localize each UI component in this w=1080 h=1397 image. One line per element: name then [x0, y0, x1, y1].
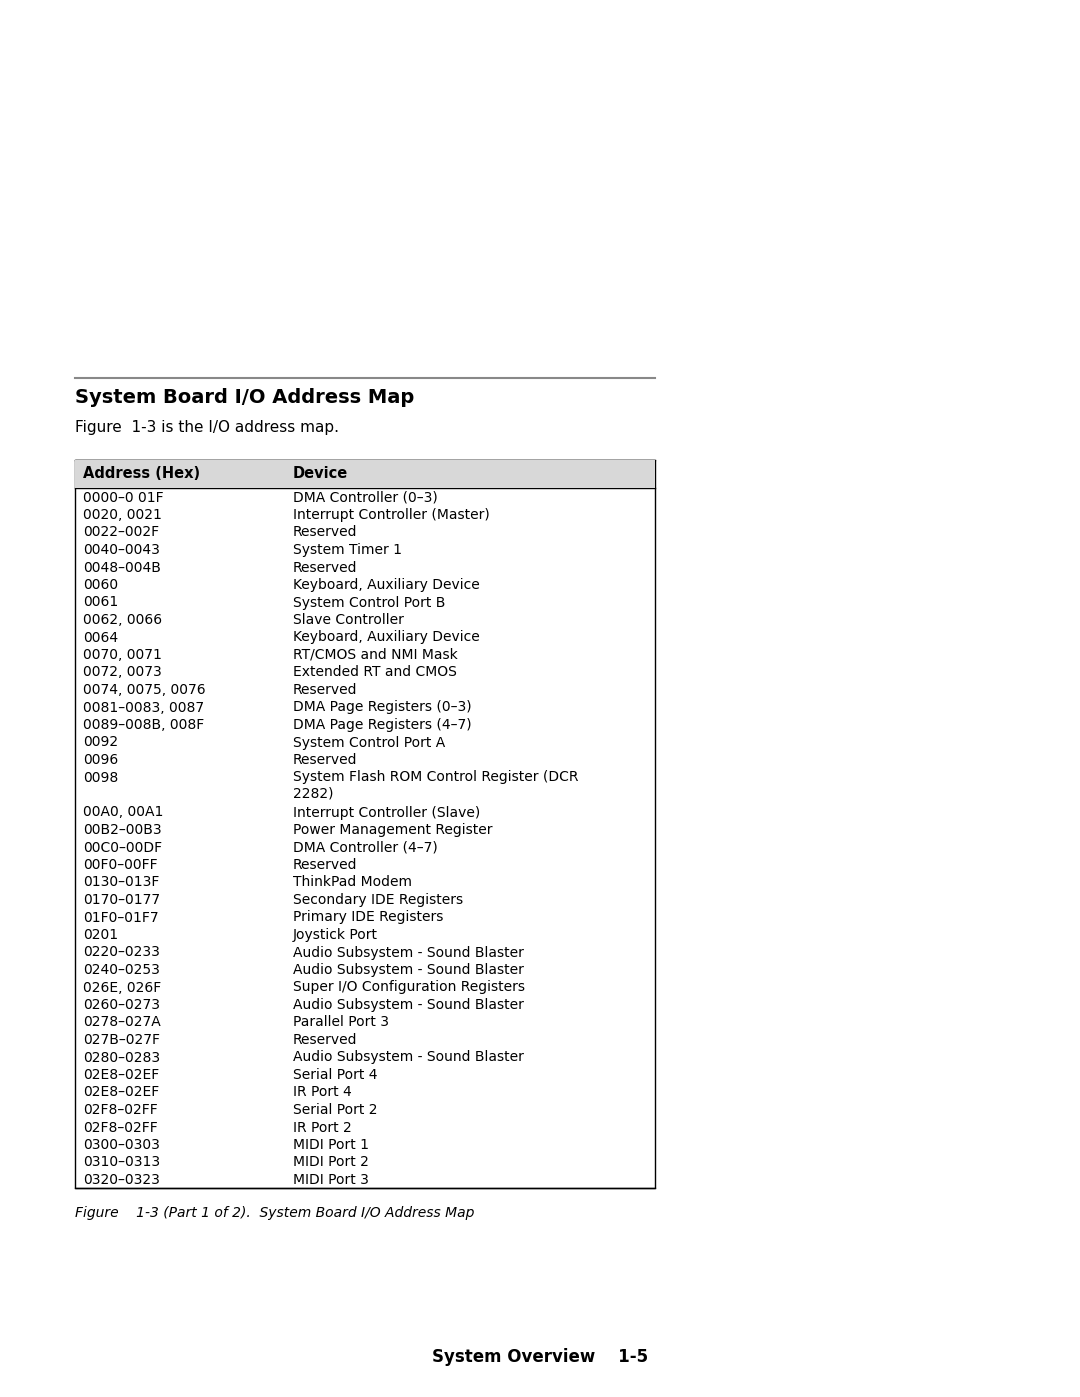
Text: 00B2–00B3: 00B2–00B3 [83, 823, 162, 837]
Text: IR Port 2: IR Port 2 [293, 1120, 352, 1134]
Text: Audio Subsystem - Sound Blaster: Audio Subsystem - Sound Blaster [293, 997, 524, 1011]
Text: Interrupt Controller (Slave): Interrupt Controller (Slave) [293, 806, 481, 820]
Text: 0064: 0064 [83, 630, 118, 644]
Text: 02F8–02FF: 02F8–02FF [83, 1120, 158, 1134]
Text: Reserved: Reserved [293, 560, 357, 574]
Bar [75, 460, 654, 1187]
Text: 01F0–01F7: 01F0–01F7 [83, 911, 159, 925]
Text: DMA Page Registers (4–7): DMA Page Registers (4–7) [293, 718, 472, 732]
Text: 027B–027F: 027B–027F [83, 1032, 160, 1046]
Text: 0320–0323: 0320–0323 [83, 1173, 160, 1187]
Text: System Control Port A: System Control Port A [293, 735, 445, 750]
Text: Interrupt Controller (Master): Interrupt Controller (Master) [293, 509, 489, 522]
Text: Reserved: Reserved [293, 683, 357, 697]
Text: 0170–0177: 0170–0177 [83, 893, 160, 907]
Text: 0070, 0071: 0070, 0071 [83, 648, 162, 662]
Text: 0040–0043: 0040–0043 [83, 543, 160, 557]
Text: Audio Subsystem - Sound Blaster: Audio Subsystem - Sound Blaster [293, 963, 524, 977]
Text: Keyboard, Auxiliary Device: Keyboard, Auxiliary Device [293, 630, 480, 644]
Text: 0060: 0060 [83, 578, 118, 592]
Text: 0280–0283: 0280–0283 [83, 1051, 160, 1065]
Text: Serial Port 4: Serial Port 4 [293, 1067, 378, 1083]
Text: 00F0–00FF: 00F0–00FF [83, 858, 158, 872]
Text: 0048–004B: 0048–004B [83, 560, 161, 574]
Text: DMA Controller (4–7): DMA Controller (4–7) [293, 841, 437, 855]
Text: 0278–027A: 0278–027A [83, 1016, 161, 1030]
Text: System Board I/O Address Map: System Board I/O Address Map [75, 388, 415, 407]
Text: System Timer 1: System Timer 1 [293, 543, 402, 557]
Text: Parallel Port 3: Parallel Port 3 [293, 1016, 389, 1030]
Text: 02E8–02EF: 02E8–02EF [83, 1067, 159, 1083]
Text: DMA Page Registers (0–3): DMA Page Registers (0–3) [293, 700, 472, 714]
Text: Keyboard, Auxiliary Device: Keyboard, Auxiliary Device [293, 578, 480, 592]
Text: 0074, 0075, 0076: 0074, 0075, 0076 [83, 683, 205, 697]
Text: Reserved: Reserved [293, 753, 357, 767]
Text: Figure  1-3 is the I/O address map.: Figure 1-3 is the I/O address map. [75, 420, 339, 434]
Text: 0130–013F: 0130–013F [83, 876, 160, 890]
Text: 02F8–02FF: 02F8–02FF [83, 1104, 158, 1118]
Text: 0240–0253: 0240–0253 [83, 963, 160, 977]
Text: 0072, 0073: 0072, 0073 [83, 665, 162, 679]
Text: 0310–0313: 0310–0313 [83, 1155, 160, 1169]
Text: Reserved: Reserved [293, 1032, 357, 1046]
Text: 00A0, 00A1: 00A0, 00A1 [83, 806, 163, 820]
Text: 00C0–00DF: 00C0–00DF [83, 841, 162, 855]
Text: System Flash ROM Control Register (DCR
2282): System Flash ROM Control Register (DCR 2… [293, 771, 579, 800]
Text: 0096: 0096 [83, 753, 118, 767]
Text: MIDI Port 2: MIDI Port 2 [293, 1155, 369, 1169]
Text: ThinkPad Modem: ThinkPad Modem [293, 876, 411, 890]
Text: 0220–0233: 0220–0233 [83, 946, 160, 960]
Text: 026E, 026F: 026E, 026F [83, 981, 161, 995]
Text: Audio Subsystem - Sound Blaster: Audio Subsystem - Sound Blaster [293, 946, 524, 960]
Text: 0089–008B, 008F: 0089–008B, 008F [83, 718, 204, 732]
Text: 0020, 0021: 0020, 0021 [83, 509, 162, 522]
Text: 0260–0273: 0260–0273 [83, 997, 160, 1011]
Text: 0201: 0201 [83, 928, 118, 942]
Text: Reserved: Reserved [293, 858, 357, 872]
Text: 0098: 0098 [83, 771, 118, 785]
Text: 0062, 0066: 0062, 0066 [83, 613, 162, 627]
Text: Joystick Port: Joystick Port [293, 928, 378, 942]
Text: System Control Port B: System Control Port B [293, 595, 445, 609]
Text: Serial Port 2: Serial Port 2 [293, 1104, 378, 1118]
Text: 0061: 0061 [83, 595, 118, 609]
Text: RT/CMOS and NMI Mask: RT/CMOS and NMI Mask [293, 648, 458, 662]
Text: MIDI Port 3: MIDI Port 3 [293, 1173, 369, 1187]
Text: Slave Controller: Slave Controller [293, 613, 404, 627]
Text: Audio Subsystem - Sound Blaster: Audio Subsystem - Sound Blaster [293, 1051, 524, 1065]
Text: System Overview    1-5: System Overview 1-5 [432, 1348, 648, 1366]
Text: Device: Device [293, 467, 348, 482]
Text: 0022–002F: 0022–002F [83, 525, 159, 539]
Text: Super I/O Configuration Registers: Super I/O Configuration Registers [293, 981, 525, 995]
Text: Figure    1-3 (Part 1 of 2).  System Board I/O Address Map: Figure 1-3 (Part 1 of 2). System Board I… [75, 1206, 474, 1220]
Text: Extended RT and CMOS: Extended RT and CMOS [293, 665, 457, 679]
Text: 0092: 0092 [83, 735, 118, 750]
Text: Address (Hex): Address (Hex) [83, 467, 200, 482]
Bar [75, 460, 654, 488]
Text: 0081–0083, 0087: 0081–0083, 0087 [83, 700, 204, 714]
Text: Primary IDE Registers: Primary IDE Registers [293, 911, 444, 925]
Text: DMA Controller (0–3): DMA Controller (0–3) [293, 490, 437, 504]
Text: Secondary IDE Registers: Secondary IDE Registers [293, 893, 463, 907]
Text: MIDI Port 1: MIDI Port 1 [293, 1139, 369, 1153]
Text: 0000–0 01F: 0000–0 01F [83, 490, 164, 504]
Text: Reserved: Reserved [293, 525, 357, 539]
Text: 02E8–02EF: 02E8–02EF [83, 1085, 159, 1099]
Text: IR Port 4: IR Port 4 [293, 1085, 352, 1099]
Text: Power Management Register: Power Management Register [293, 823, 492, 837]
Text: 0300–0303: 0300–0303 [83, 1139, 160, 1153]
